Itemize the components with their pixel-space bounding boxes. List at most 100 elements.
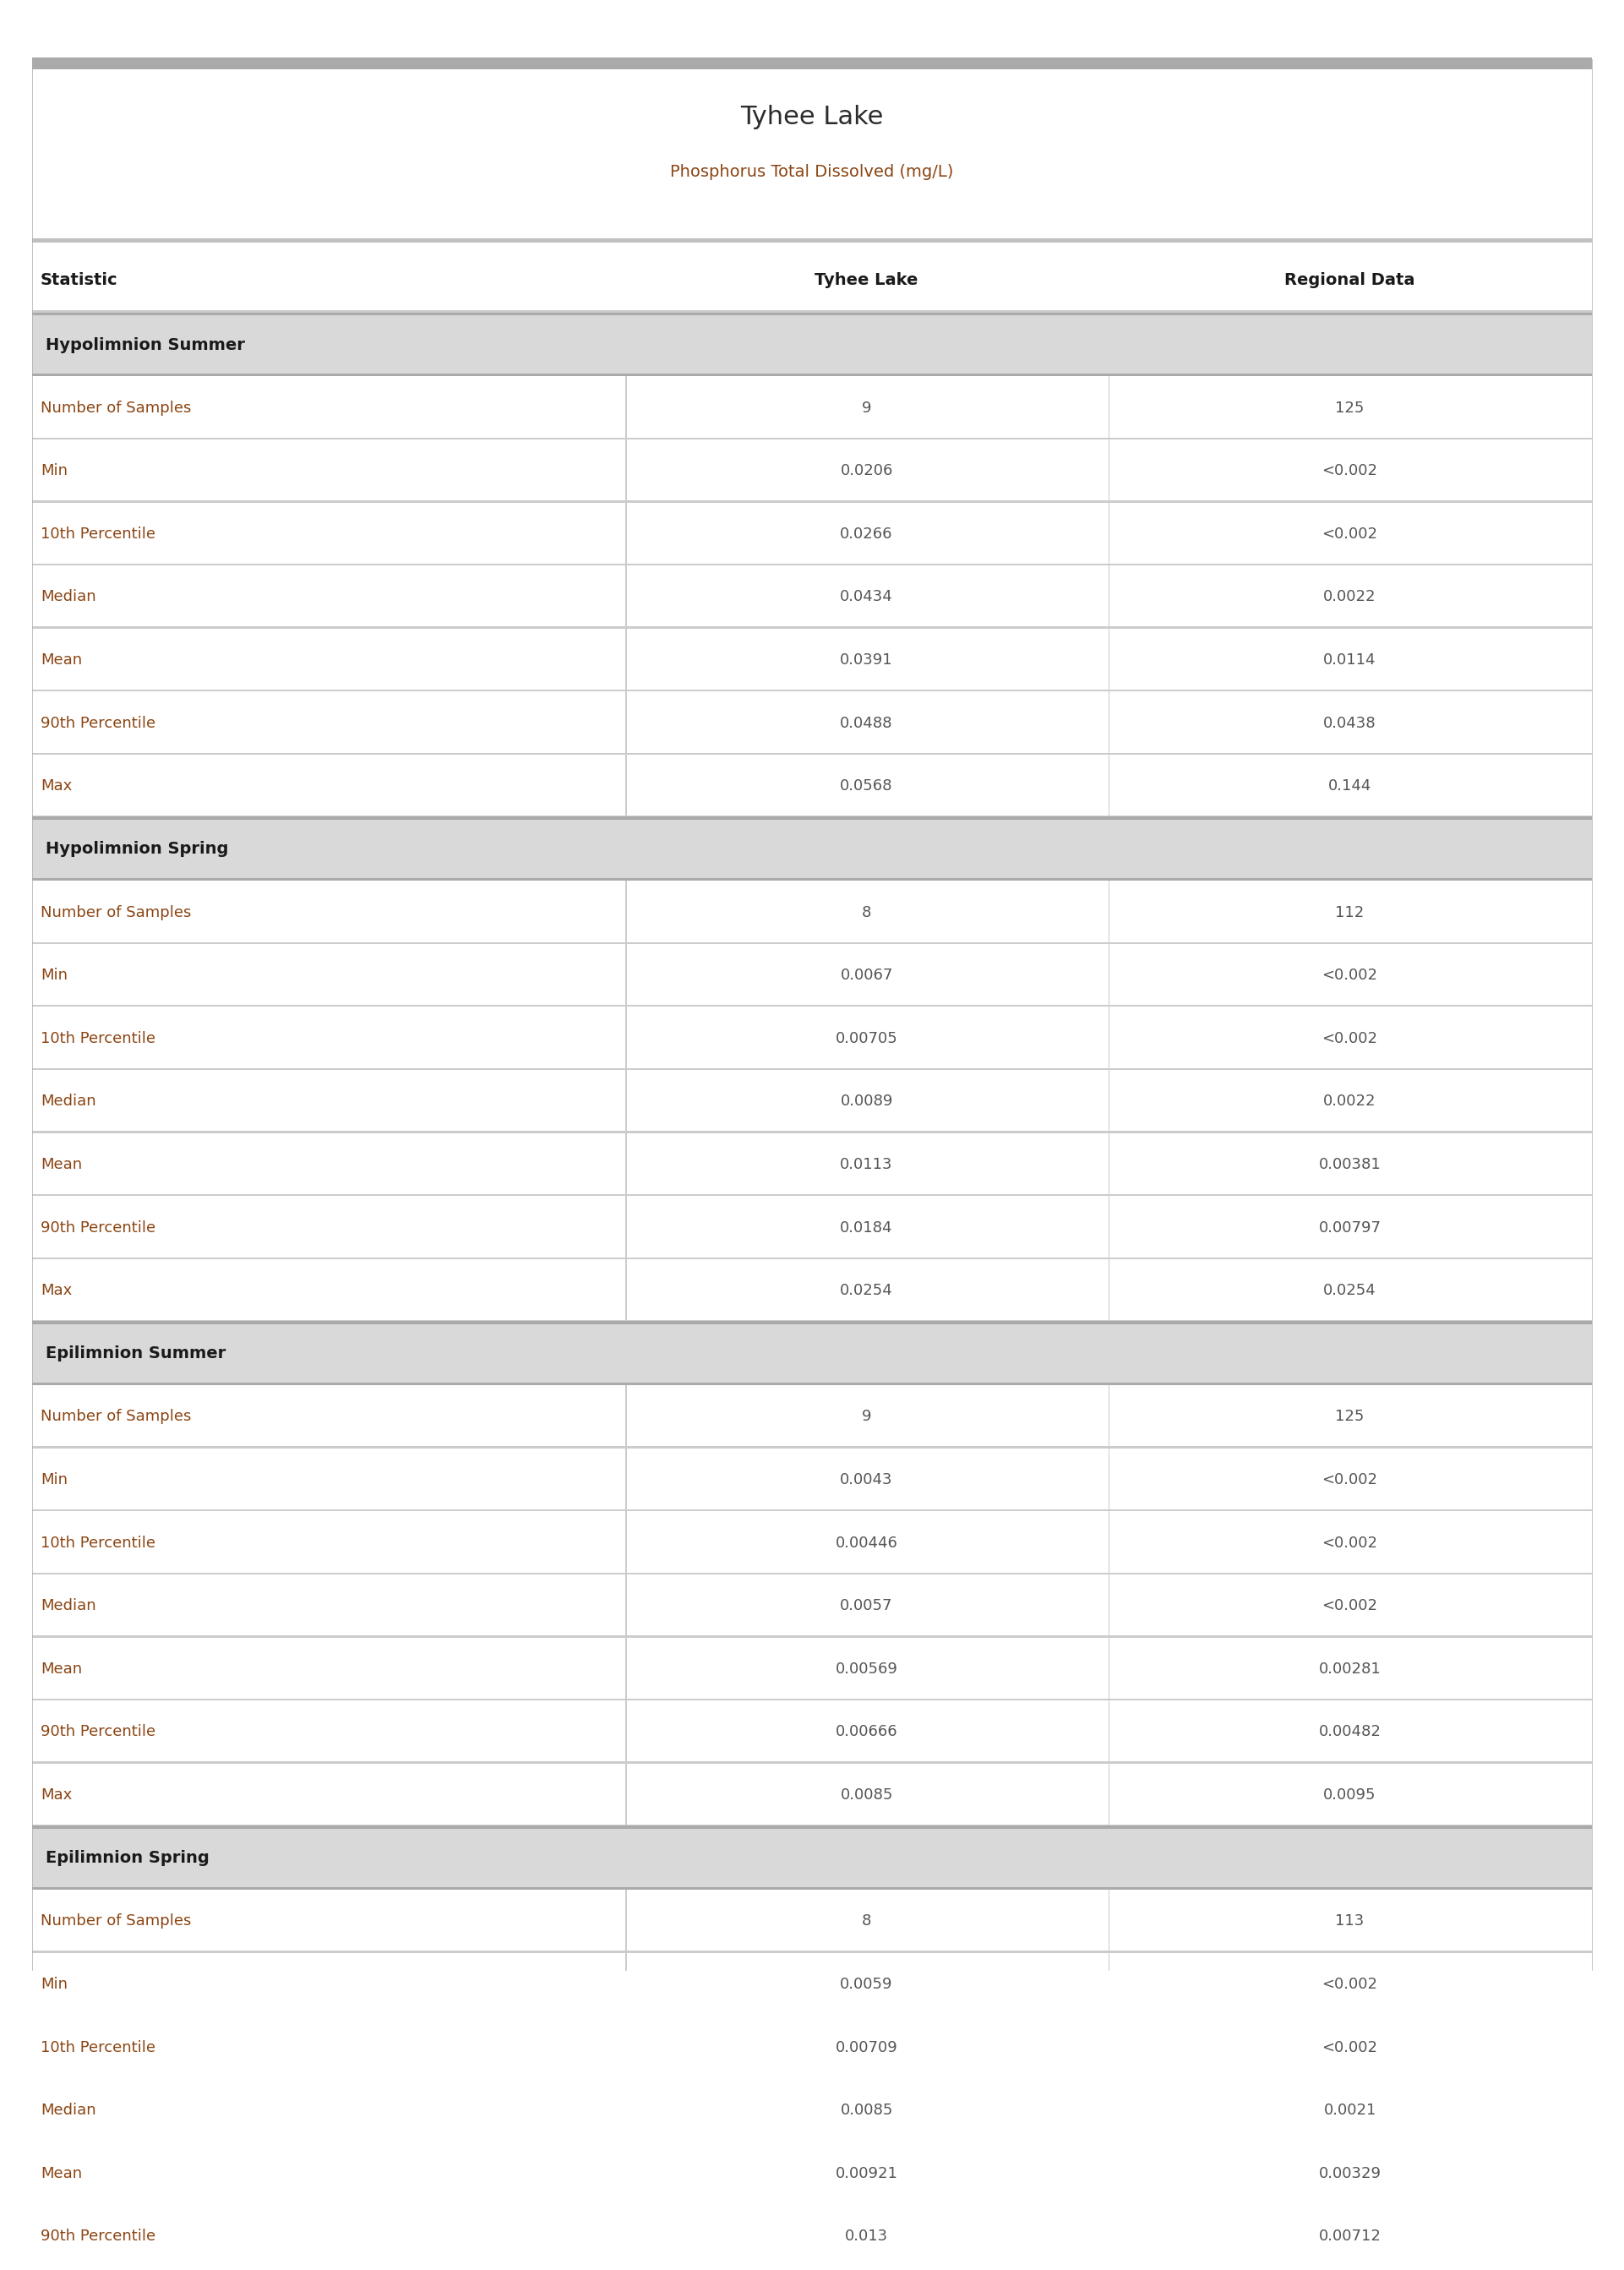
Bar — [32, 1008, 1592, 1069]
Text: Median: Median — [41, 590, 96, 604]
Bar — [32, 1133, 1592, 1196]
Bar — [625, 1133, 627, 1196]
Bar — [32, 565, 1592, 629]
Bar — [32, 1196, 1592, 1260]
Text: 0.00712: 0.00712 — [1319, 2229, 1380, 2245]
Text: <0.002: <0.002 — [1322, 1031, 1377, 1046]
Bar — [32, 878, 1592, 881]
Bar — [625, 1952, 627, 2016]
Bar — [32, 372, 1592, 377]
Text: 8: 8 — [862, 906, 872, 919]
Bar — [625, 1575, 627, 1637]
Bar — [32, 1889, 1592, 1952]
Bar — [1108, 1069, 1109, 1133]
Text: 0.0043: 0.0043 — [840, 1473, 893, 1487]
Bar — [32, 1575, 1592, 1637]
Bar — [1108, 1637, 1109, 1700]
Text: Mean: Mean — [41, 651, 83, 667]
Bar — [625, 1700, 627, 1764]
Text: 0.00666: 0.00666 — [835, 1725, 898, 1739]
Bar — [32, 1827, 1592, 1889]
Bar — [32, 1069, 1592, 1133]
Text: 0.0021: 0.0021 — [1324, 2102, 1376, 2118]
Text: 0.0022: 0.0022 — [1324, 1094, 1376, 1110]
Text: 0.0022: 0.0022 — [1324, 590, 1376, 604]
Bar — [625, 629, 627, 692]
Text: 10th Percentile: 10th Percentile — [41, 2041, 156, 2054]
Text: 90th Percentile: 90th Percentile — [41, 2229, 156, 2245]
Bar — [625, 377, 627, 440]
Text: Mean: Mean — [41, 1662, 83, 1678]
Text: 0.144: 0.144 — [1328, 779, 1372, 794]
Text: 10th Percentile: 10th Percentile — [41, 1535, 156, 1550]
Text: 0.0434: 0.0434 — [840, 590, 893, 604]
Text: Median: Median — [41, 1598, 96, 1614]
Bar — [625, 2079, 627, 2143]
Text: 0.00797: 0.00797 — [1319, 1219, 1380, 1235]
Text: Hypolimnion Spring: Hypolimnion Spring — [45, 842, 229, 858]
Bar — [32, 754, 1592, 817]
Bar — [32, 1764, 1592, 1827]
Bar — [32, 502, 1592, 565]
Text: 9: 9 — [862, 400, 872, 415]
Text: 0.0085: 0.0085 — [840, 2102, 893, 2118]
Text: 0.00921: 0.00921 — [835, 2166, 898, 2181]
Bar — [32, 1637, 1592, 1700]
Text: 90th Percentile: 90th Percentile — [41, 1219, 156, 1235]
Bar — [32, 313, 1592, 377]
Text: 0.0095: 0.0095 — [1324, 1786, 1376, 1802]
Text: <0.002: <0.002 — [1322, 2041, 1377, 2054]
Bar — [1108, 1385, 1109, 1448]
Bar — [32, 1952, 1592, 2016]
Bar — [625, 2016, 627, 2079]
Text: Epilimnion Summer: Epilimnion Summer — [45, 1346, 226, 1362]
Text: Max: Max — [41, 1786, 71, 1802]
Bar — [1108, 2204, 1109, 2268]
Bar — [625, 1385, 627, 1448]
Bar — [1108, 1512, 1109, 1575]
Bar — [32, 817, 1592, 819]
Text: Hypolimnion Summer: Hypolimnion Summer — [45, 336, 245, 352]
Bar — [1108, 1889, 1109, 1952]
Text: Tyhee Lake: Tyhee Lake — [815, 272, 918, 288]
Bar — [1108, 1448, 1109, 1512]
Bar — [1108, 754, 1109, 817]
Bar — [32, 313, 1592, 316]
Bar — [1108, 1133, 1109, 1196]
Text: 0.0391: 0.0391 — [840, 651, 893, 667]
Text: <0.002: <0.002 — [1322, 527, 1377, 543]
Text: 0.00482: 0.00482 — [1319, 1725, 1380, 1739]
Text: 0.0568: 0.0568 — [840, 779, 893, 794]
Text: Phosphorus Total Dissolved (mg/L): Phosphorus Total Dissolved (mg/L) — [671, 163, 953, 179]
Text: 10th Percentile: 10th Percentile — [41, 527, 156, 543]
Text: 9: 9 — [862, 1410, 872, 1423]
Text: Statistic: Statistic — [41, 272, 119, 288]
Bar — [1108, 1260, 1109, 1321]
Text: 0.0266: 0.0266 — [840, 527, 893, 543]
Text: <0.002: <0.002 — [1322, 1535, 1377, 1550]
Text: 0.0206: 0.0206 — [840, 463, 893, 479]
Bar — [625, 2204, 627, 2268]
Text: 0.00569: 0.00569 — [835, 1662, 898, 1678]
Bar — [625, 2143, 627, 2204]
Bar — [1108, 377, 1109, 440]
Bar — [32, 1700, 1592, 1764]
Text: 0.00329: 0.00329 — [1319, 2166, 1380, 2181]
Bar — [32, 238, 1592, 243]
Bar — [625, 1889, 627, 1952]
Text: 0.0057: 0.0057 — [840, 1598, 893, 1614]
Text: 0.00281: 0.00281 — [1319, 1662, 1380, 1678]
Text: Number of Samples: Number of Samples — [41, 1914, 192, 1930]
Text: 0.0254: 0.0254 — [1324, 1283, 1377, 1298]
Text: 0.00709: 0.00709 — [835, 2041, 898, 2054]
Bar — [625, 944, 627, 1008]
Bar — [625, 1764, 627, 1827]
Bar — [32, 57, 1592, 68]
Bar — [1108, 502, 1109, 565]
Text: Min: Min — [41, 463, 68, 479]
Bar — [32, 1382, 1592, 1385]
Bar — [1108, 565, 1109, 629]
Text: 0.0089: 0.0089 — [840, 1094, 893, 1110]
Bar — [32, 2204, 1592, 2268]
Text: <0.002: <0.002 — [1322, 1473, 1377, 1487]
